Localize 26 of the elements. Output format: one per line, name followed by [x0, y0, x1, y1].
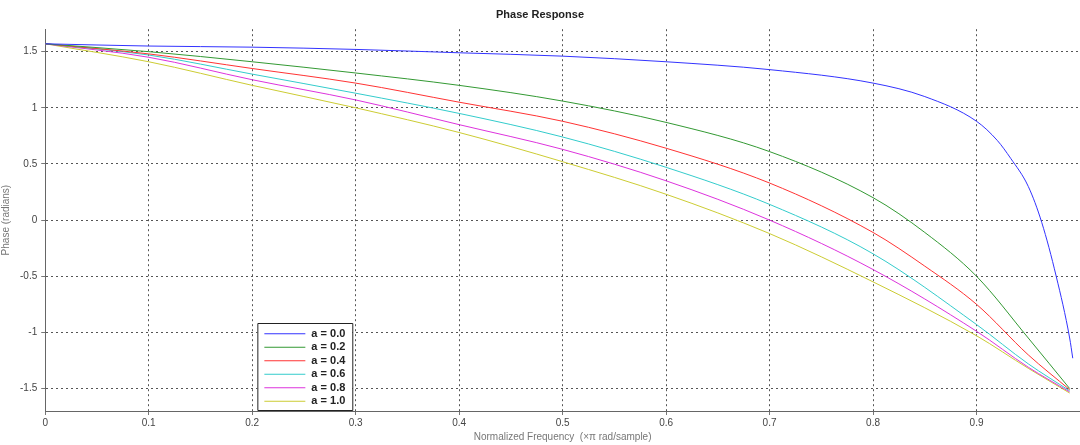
x-tick-label: 0	[42, 416, 49, 428]
x-tick-label: 0.3	[348, 416, 364, 428]
x-tick-label: 0.6	[659, 416, 674, 428]
legend-label: a = 0.2	[311, 340, 346, 353]
y-tick-label: -1	[28, 326, 38, 338]
y-tick-label: 1.5	[23, 45, 38, 57]
x-tick-label: 0.9	[969, 416, 984, 428]
y-tick-label: 0.5	[23, 157, 38, 169]
chart-title: Phase Response	[495, 7, 585, 20]
legend-label: a = 0.0	[311, 326, 346, 339]
y-tick-label: -1.5	[20, 382, 38, 394]
legend-label: a = 0.4	[311, 353, 347, 366]
x-axis-title: Normalized Frequency (×π rad/sample)	[473, 430, 652, 442]
y-axis-title: Phase (radians)	[0, 184, 11, 256]
x-tick-label: 0.5	[555, 416, 570, 428]
x-tick-label: 0.8	[866, 416, 881, 428]
y-tick-label: -0.5	[20, 270, 38, 281]
x-tick-label: 0.7	[762, 416, 777, 428]
legend-label: a = 0.6	[311, 367, 346, 380]
y-tick-label: 1	[31, 101, 38, 113]
x-tick-label: 0.4	[452, 416, 467, 428]
legend-label: a = 0.8	[311, 380, 346, 393]
y-tick-label: 0	[31, 213, 38, 225]
legend-label: a = 1.0	[311, 394, 346, 407]
x-tick-label: 0.2	[245, 416, 260, 428]
x-tick-label: 0.1	[141, 416, 157, 428]
